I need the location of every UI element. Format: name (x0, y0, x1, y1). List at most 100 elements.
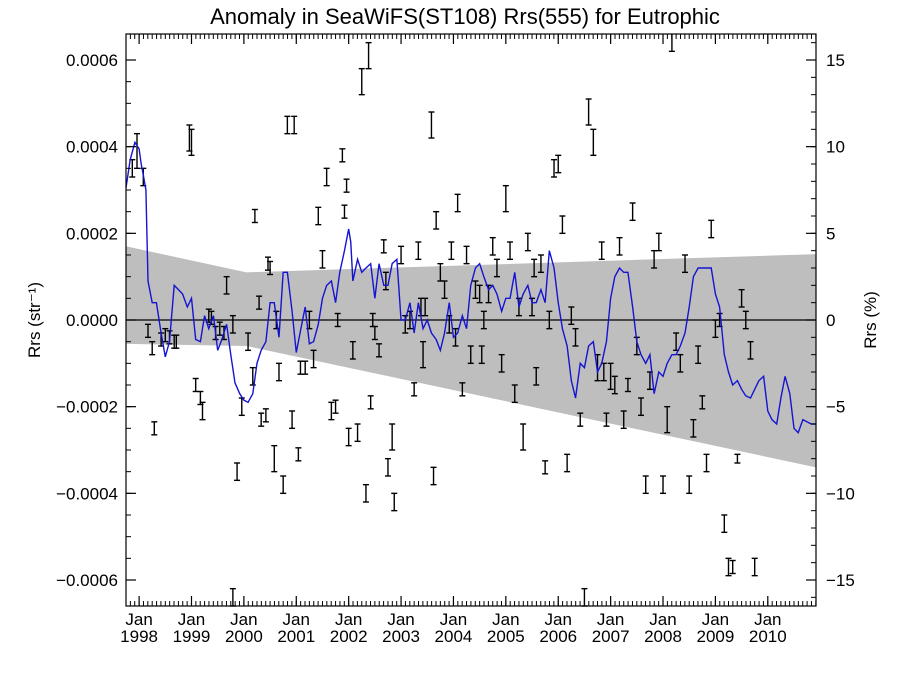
errorbar-point (690, 418, 697, 438)
errorbar-point (463, 245, 470, 265)
errorbar-point (295, 447, 302, 462)
right-tick-label: −5 (826, 398, 845, 417)
errorbar-point (173, 334, 180, 349)
errorbar-point (384, 457, 391, 477)
left-y-axis-label: Rrs (str⁻¹) (25, 282, 44, 358)
errorbar-point (362, 483, 369, 503)
errorbar-point (422, 297, 429, 317)
errorbar-point (742, 310, 749, 330)
errorbar-point (611, 375, 618, 395)
errorbar-point (256, 295, 263, 310)
left-tick-label: −0.0002 (56, 398, 118, 417)
errorbar-point (284, 115, 291, 135)
errorbar-point (559, 215, 566, 235)
right-tick-label: −10 (826, 484, 855, 503)
errorbar-point (616, 236, 623, 256)
errorbar-point (192, 377, 199, 393)
errorbar-point (339, 148, 346, 163)
errorbar-point (472, 280, 479, 300)
x-tick-month-label: Jan (283, 610, 310, 629)
errorbar-point (734, 453, 741, 464)
x-tick-month-label: Jan (178, 610, 205, 629)
x-tick-year-label: 2001 (277, 627, 315, 646)
errorbar-point (420, 340, 427, 369)
errorbar-point (598, 241, 605, 261)
left-tick-label: 0.0000 (66, 311, 118, 330)
left-tick-label: −0.0006 (56, 571, 118, 590)
errorbar-point (664, 405, 671, 434)
x-tick-year-label: 2004 (435, 627, 473, 646)
errorbar-point (145, 323, 152, 339)
errorbar-point (365, 41, 372, 70)
errorbar-point (537, 254, 544, 274)
x-tick-year-label: 2007 (592, 627, 630, 646)
errorbar-point (454, 193, 461, 213)
errorbar-point (568, 306, 575, 326)
x-tick-year-label: 2002 (330, 627, 368, 646)
errorbar-point (467, 345, 474, 365)
x-tick-year-label: 2003 (382, 627, 420, 646)
errorbar-point (660, 475, 667, 495)
errorbar-point (555, 154, 562, 174)
x-tick-year-label: 2009 (696, 627, 734, 646)
right-tick-label: 15 (826, 51, 845, 70)
errorbar-point (590, 128, 597, 157)
errorbar-point (334, 312, 341, 328)
errorbar-point (267, 260, 274, 276)
errorbar-point (428, 111, 435, 139)
errorbar-point (251, 208, 258, 224)
errorbar-point (459, 382, 466, 397)
errorbar-point (511, 384, 518, 404)
x-tick-year-label: 1998 (120, 627, 158, 646)
errorbar-point (638, 397, 645, 417)
errorbar-point (411, 382, 418, 397)
errorbar-point (433, 210, 440, 230)
errorbar-point (699, 395, 706, 410)
errorbar-point (216, 321, 223, 336)
errorbar-point (199, 401, 206, 421)
errorbar-point (319, 249, 326, 269)
errorbar-point (380, 239, 387, 254)
errorbar-point (498, 353, 505, 373)
x-tick-month-label: Jan (440, 610, 467, 629)
errorbar-point (134, 132, 141, 170)
errorbar-point (502, 184, 509, 213)
errorbar-point (341, 204, 348, 219)
x-tick-year-label: 2006 (539, 627, 577, 646)
errorbar-point (682, 254, 689, 274)
errorbar-point (531, 258, 538, 278)
errorbar-point (297, 360, 304, 375)
errorbar-point (747, 340, 754, 360)
errorbar-point (289, 410, 296, 430)
left-y-axis: 0.0006 0.0004 0.0002 0.0000 −0.0002 −0.0004 −0… (56, 51, 136, 590)
errorbar-point (507, 241, 514, 261)
errorbar-point (371, 325, 378, 341)
right-tick-label: 10 (826, 138, 845, 157)
errorbar-point (480, 310, 487, 330)
x-tick-year-label: 1999 (173, 627, 211, 646)
errorbar-point (533, 366, 540, 386)
errorbar-point (564, 453, 571, 473)
errorbar-point (151, 421, 158, 436)
errorbar-point (520, 423, 527, 451)
errorbar-point (149, 340, 156, 356)
right-y-axis: 15 10 5 0 −5 −10 −15 (806, 42, 855, 598)
errorbar-point (262, 408, 269, 423)
errorbar-point (542, 460, 549, 475)
errorbar-point (302, 360, 309, 375)
errorbar-point (358, 67, 365, 96)
errorbar-point (323, 167, 330, 187)
right-tick-label: 0 (826, 311, 835, 330)
errorbar-point (229, 314, 236, 334)
errorbar-point (345, 427, 352, 447)
errorbar-point (738, 288, 745, 308)
x-tick-month-label: Jan (230, 610, 257, 629)
x-axis: Jan1998Jan1999Jan2000Jan2001Jan2002Jan20… (120, 34, 817, 646)
left-tick-label: 0.0004 (66, 138, 118, 157)
errorbar-point (493, 258, 500, 278)
left-tick-label: 0.0002 (66, 224, 118, 243)
errorbar-point (382, 271, 389, 291)
errorbar-point (367, 395, 374, 410)
x-tick-month-label: Jan (387, 610, 414, 629)
errorbar-point (234, 462, 241, 482)
